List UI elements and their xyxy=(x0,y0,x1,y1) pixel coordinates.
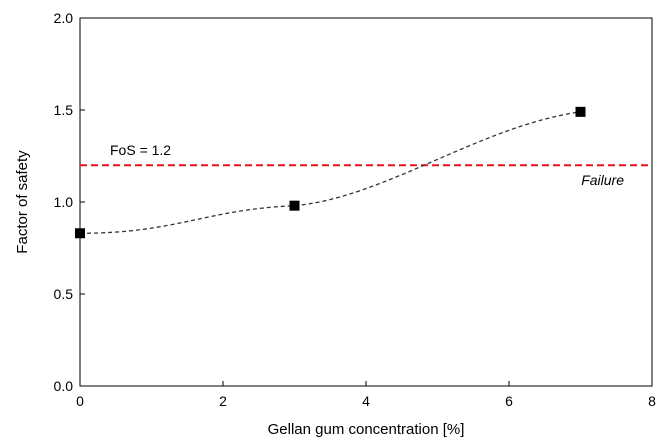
reference-label: FoS = 1.2 xyxy=(110,142,171,158)
y-axis: 0.0 0.5 1.0 1.5 2.0 xyxy=(54,10,85,394)
plot-border xyxy=(79,17,653,387)
data-points xyxy=(75,106,586,239)
x-axis: 0 2 4 6 8 xyxy=(76,381,656,409)
x-tick-label: 0 xyxy=(76,393,84,409)
data-point xyxy=(75,228,85,239)
x-tick-label: 4 xyxy=(362,393,370,409)
y-tick-label: 1.0 xyxy=(54,194,74,210)
reference-annotation: Failure xyxy=(581,172,624,188)
data-point xyxy=(289,200,300,211)
plot-area xyxy=(79,17,653,387)
x-tick-label: 2 xyxy=(219,393,227,409)
y-tick-label: 2.0 xyxy=(54,10,74,26)
trend-line xyxy=(79,111,581,234)
x-tick-label: 6 xyxy=(505,393,513,409)
y-axis-label: Factor of safety xyxy=(14,150,31,254)
x-tick-label: 8 xyxy=(648,393,656,409)
y-tick-label: 0.5 xyxy=(54,286,74,302)
data-point xyxy=(575,106,586,117)
y-tick-label: 0.0 xyxy=(54,378,74,394)
x-axis-label: Gellan gum concentration [%] xyxy=(268,421,465,438)
y-tick-label: 1.5 xyxy=(54,102,74,118)
